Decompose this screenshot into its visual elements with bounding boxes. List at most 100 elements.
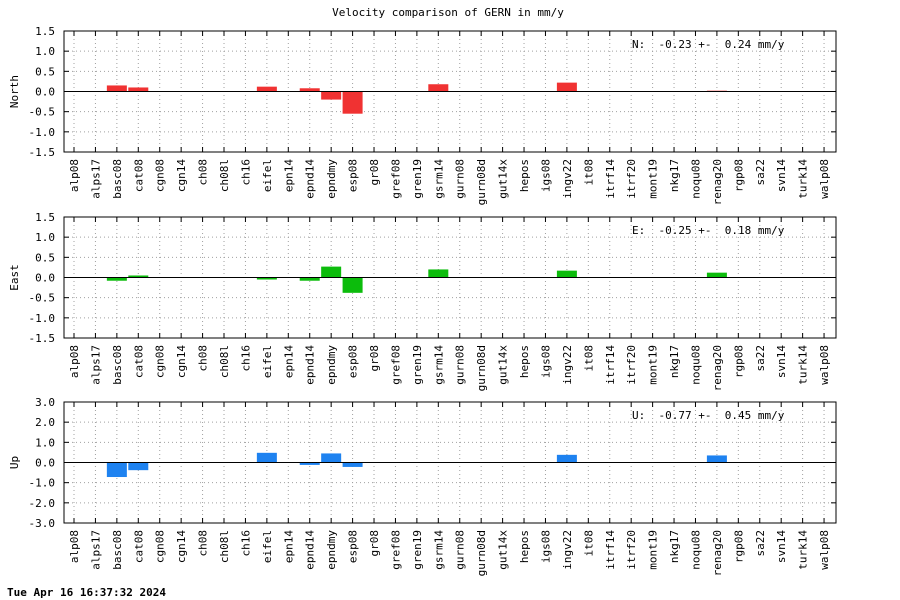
bar-u-esp08 xyxy=(342,462,363,467)
x-tick-label: it08 xyxy=(582,159,595,186)
x-tick-label: mont19 xyxy=(647,530,660,570)
y-tick-label: 1.0 xyxy=(35,231,55,244)
x-tick-label: epnd14 xyxy=(304,345,317,385)
x-tick-label: rgp08 xyxy=(732,345,745,378)
x-tick-label: eifel xyxy=(261,159,274,192)
x-tick-label: ch16 xyxy=(239,345,252,372)
x-tick-label: esp08 xyxy=(347,159,360,192)
x-tick-label: cgn14 xyxy=(175,530,188,563)
panel-annotation: U: -0.77 +- 0.45 mm/y xyxy=(632,409,785,422)
x-tick-label: ingv22 xyxy=(561,159,574,199)
x-tick-label: cgn14 xyxy=(175,159,188,192)
x-tick-label: sa22 xyxy=(754,159,767,186)
bar-n-esp08 xyxy=(342,91,363,114)
x-tick-label: gref08 xyxy=(389,530,402,570)
panel-u: -3.0 -2.0 -1.0 0.0 1.0 2.0 3.0 alp08 alps17 basc0… xyxy=(8,396,837,576)
x-tick-label: gsrm14 xyxy=(432,530,445,570)
x-tick-label: basc08 xyxy=(111,530,124,570)
bar-e-ingv22 xyxy=(556,270,577,278)
bar-e-esp08 xyxy=(342,277,363,293)
y-tick-label: 3.0 xyxy=(35,396,55,409)
x-tick-label: it08 xyxy=(582,530,595,557)
x-tick-label: hepos xyxy=(518,159,531,192)
x-tick-label: gsrm14 xyxy=(432,345,445,385)
x-tick-label: basc08 xyxy=(111,345,124,385)
x-tick-label: gurn08d xyxy=(475,345,488,391)
x-tick-label: epndmy xyxy=(325,345,338,385)
x-tick-label: svn14 xyxy=(775,159,788,192)
bar-n-gsrm14 xyxy=(428,84,449,92)
y-tick-label: -1.0 xyxy=(29,312,56,325)
bar-e-renag20 xyxy=(706,272,727,278)
panel-annotation: E: -0.25 +- 0.18 mm/y xyxy=(632,224,785,237)
x-tick-label: cgn08 xyxy=(154,345,167,378)
x-tick-label: itrf20 xyxy=(625,159,638,199)
x-tick-label: turk14 xyxy=(797,159,810,199)
bar-n-cat08 xyxy=(128,87,149,92)
x-tick-label: epndmy xyxy=(325,530,338,570)
x-tick-label: epn14 xyxy=(282,345,295,378)
x-tick-label: noqu08 xyxy=(689,159,702,199)
y-tick-label: -1.5 xyxy=(29,332,56,345)
x-tick-label: alp08 xyxy=(68,159,81,192)
x-tick-label: noqu08 xyxy=(689,345,702,385)
x-tick-label: gref08 xyxy=(389,159,402,199)
y-tick-label: 1.0 xyxy=(35,45,55,58)
panel-annotation: N: -0.23 +- 0.24 mm/y xyxy=(632,38,785,51)
bar-n-eifel xyxy=(256,86,277,92)
x-tick-label: sa22 xyxy=(754,530,767,557)
y-tick-label: 0.5 xyxy=(35,251,55,264)
x-tick-label: hepos xyxy=(518,530,531,563)
x-tick-label: igs08 xyxy=(539,159,552,192)
x-tick-label: esp08 xyxy=(347,530,360,563)
x-tick-label: svn14 xyxy=(775,345,788,378)
x-tick-label: ch08l xyxy=(218,345,231,378)
y-tick-label: -0.5 xyxy=(29,106,56,119)
x-tick-label: gurn08 xyxy=(454,159,467,199)
bar-e-epndmy xyxy=(321,266,342,278)
x-tick-label: epn14 xyxy=(282,159,295,192)
y-tick-label: -1.5 xyxy=(29,146,56,159)
x-tick-label: hepos xyxy=(518,345,531,378)
timestamp: Tue Apr 16 16:37:32 2024 xyxy=(7,586,166,599)
chart-title: Velocity comparison of GERN in mm/y xyxy=(332,6,564,19)
bar-e-cat08 xyxy=(128,275,149,278)
y-axis-label: North xyxy=(8,75,21,108)
x-tick-label: itrf14 xyxy=(604,159,617,199)
x-tick-label: ch08l xyxy=(218,159,231,192)
x-tick-label: eifel xyxy=(261,345,274,378)
bar-u-renag20 xyxy=(706,455,727,463)
x-tick-label: gut14x xyxy=(497,159,510,199)
x-tick-label: ch08l xyxy=(218,530,231,563)
x-tick-label: gr08 xyxy=(368,345,381,372)
x-tick-label: itrf14 xyxy=(604,345,617,385)
x-tick-label: ch08 xyxy=(197,530,210,557)
bar-n-basc08 xyxy=(106,85,127,92)
x-tick-label: gurn08 xyxy=(454,345,467,385)
bar-e-basc08 xyxy=(106,277,127,281)
y-tick-label: 0.0 xyxy=(35,86,55,99)
x-tick-label: basc08 xyxy=(111,159,124,199)
x-tick-label: renag20 xyxy=(711,345,724,391)
y-tick-label: 2.0 xyxy=(35,416,55,429)
y-axis-label: East xyxy=(8,264,21,291)
x-tick-label: epnd14 xyxy=(304,159,317,199)
panel-e: -1.5 -1.0 -0.5 0.0 0.5 1.0 1.5 alp08 alps17 basc0… xyxy=(8,211,837,391)
bar-u-epnd14 xyxy=(299,462,320,465)
bar-n-epndmy xyxy=(321,91,342,100)
x-tick-label: cat08 xyxy=(132,345,145,378)
x-tick-label: alps17 xyxy=(89,159,102,199)
x-tick-label: ch08 xyxy=(197,345,210,372)
bar-n-ingv22 xyxy=(556,82,577,92)
x-tick-label: rgp08 xyxy=(732,530,745,563)
x-tick-label: cgn14 xyxy=(175,345,188,378)
x-tick-label: svn14 xyxy=(775,530,788,563)
bar-u-epndmy xyxy=(321,453,342,463)
x-tick-label: renag20 xyxy=(711,530,724,576)
y-tick-label: 0.0 xyxy=(35,457,55,470)
x-tick-label: mont19 xyxy=(647,159,660,199)
x-tick-label: igs08 xyxy=(539,530,552,563)
y-tick-label: 1.0 xyxy=(35,436,55,449)
x-tick-label: rgp08 xyxy=(732,159,745,192)
